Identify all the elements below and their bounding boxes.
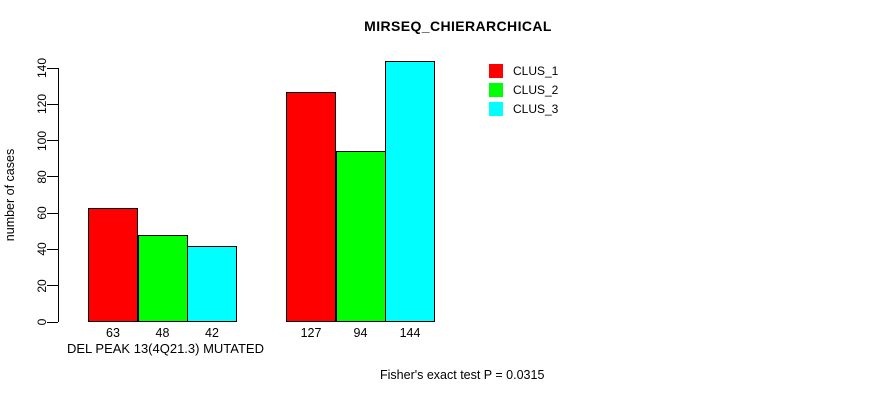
y-axis-tick-label: 100 [35, 130, 49, 151]
legend-swatch-clus_1 [489, 64, 503, 78]
bar-value-label: 94 [353, 326, 368, 340]
bar-value-label: 63 [106, 326, 120, 340]
fisher-test-annotation: Fisher's exact test P = 0.0315 [380, 368, 545, 382]
y-axis-tick [47, 67, 58, 69]
bar-value-label: 48 [155, 326, 170, 340]
legend-swatch-clus_3 [489, 102, 503, 116]
bar-clus_3-group1 [187, 245, 237, 322]
y-axis-tick-label: 120 [35, 94, 49, 115]
legend-label: CLUS_3 [513, 102, 559, 116]
bar-value-label: 127 [300, 326, 322, 340]
y-axis-tick [47, 248, 58, 250]
y-axis-tick-label: 20 [35, 279, 49, 293]
y-axis-tick [47, 285, 58, 287]
y-axis-tick [47, 140, 58, 142]
y-axis-tick-label: 80 [35, 170, 49, 184]
x-axis-label: DEL PEAK 13(4Q21.3) MUTATED [67, 341, 264, 356]
y-axis-tick [47, 212, 58, 214]
y-axis-tick-label: 0 [35, 318, 49, 326]
legend-label: CLUS_1 [513, 64, 559, 78]
bar-clus_3-group2 [385, 60, 435, 322]
y-axis-tick [47, 176, 58, 178]
bar-clus_2-group2 [335, 151, 386, 322]
y-axis-tick [47, 321, 58, 323]
y-axis-tick-label: 140 [35, 57, 49, 79]
y-axis-tick [47, 103, 58, 105]
bar-clus_1-group1 [88, 207, 138, 322]
chart-title: MIRSEQ_CHIERARCHICAL [364, 18, 552, 34]
legend-swatch-clus_2 [489, 83, 503, 97]
y-axis-line [58, 68, 59, 322]
y-axis-label: number of cases [3, 148, 17, 242]
bar-value-label: 144 [399, 326, 421, 340]
y-axis-tick-label: 40 [35, 242, 49, 257]
bar-clus_2-group1 [137, 234, 188, 322]
legend-label: CLUS_2 [513, 83, 559, 97]
bar-value-label: 42 [205, 326, 219, 340]
bar-clus_1-group2 [286, 91, 336, 322]
y-axis-tick-label: 60 [35, 206, 49, 220]
